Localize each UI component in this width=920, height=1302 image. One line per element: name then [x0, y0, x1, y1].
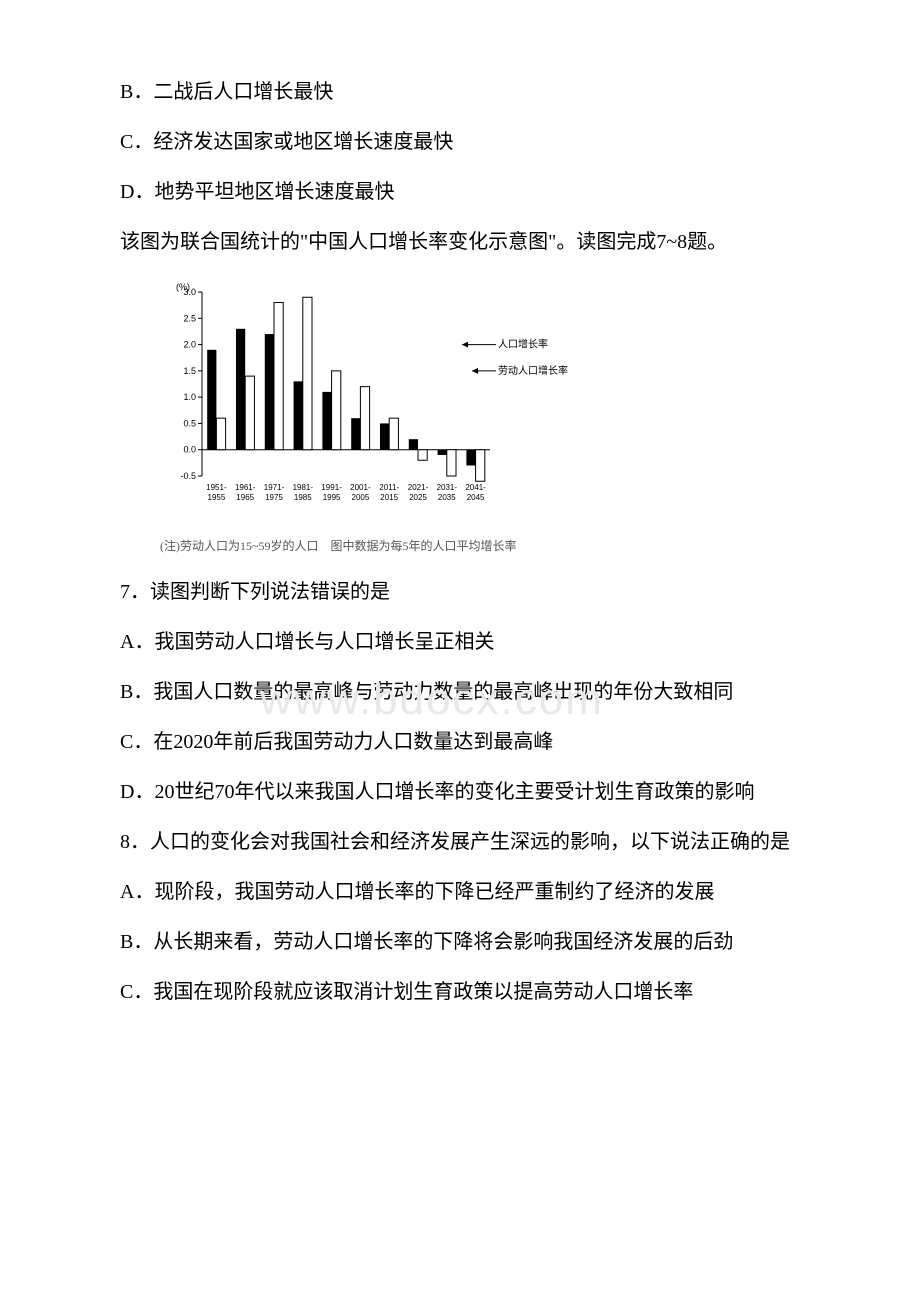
growth-rate-chart: (%)3.02.52.01.51.00.50.0-0.51951-1955196…	[160, 278, 840, 530]
q8-stem: 8．人口的变化会对我国社会和经济发展产生深远的影响，以下说法正确的是	[80, 824, 840, 860]
svg-text:1991-: 1991-	[321, 483, 342, 492]
svg-text:1.5: 1.5	[183, 366, 196, 376]
q7-stem: 7．读图判断下列说法错误的是	[80, 574, 840, 610]
option-b-top: B．二战后人口增长最快	[80, 74, 840, 110]
svg-text:3.0: 3.0	[183, 287, 196, 297]
svg-text:2045: 2045	[467, 493, 485, 502]
svg-text:2.5: 2.5	[183, 313, 196, 323]
svg-text:劳动人口增长率: 劳动人口增长率	[498, 364, 568, 377]
svg-text:1961-: 1961-	[235, 483, 256, 492]
q8-option-b: B．从长期来看，劳动人口增长率的下降将会影响我国经济发展的后劲	[80, 924, 840, 960]
q7-option-b: B．我国人口数量的最高峰与劳动力数量的最高峰出现的年份大致相同	[80, 674, 840, 710]
svg-text:1985: 1985	[294, 493, 312, 502]
svg-text:2031-: 2031-	[437, 483, 458, 492]
svg-text:1975: 1975	[265, 493, 283, 502]
svg-text:2021-: 2021-	[408, 483, 429, 492]
q7-option-a: A．我国劳动人口增长与人口增长呈正相关	[80, 624, 840, 660]
svg-text:0.5: 0.5	[183, 418, 196, 428]
svg-text:1981-: 1981-	[293, 483, 314, 492]
svg-text:1951-: 1951-	[206, 483, 227, 492]
svg-text:2005: 2005	[352, 493, 370, 502]
chart-caption: (注)劳动人口为15~59岁的人口 图中数据为每5年的人口平均增长率	[160, 536, 840, 558]
q7-option-d: D．20世纪70年代以来我国人口增长率的变化主要受计划生育政策的影响	[80, 774, 840, 810]
svg-text:1995: 1995	[323, 493, 341, 502]
svg-text:2011-: 2011-	[379, 483, 399, 492]
svg-text:1971-: 1971-	[264, 483, 285, 492]
svg-text:1965: 1965	[236, 493, 254, 502]
intro-7-8: 该图为联合国统计的"中国人口增长率变化示意图"。读图完成7~8题。	[80, 224, 840, 260]
svg-text:2035: 2035	[438, 493, 456, 502]
svg-text:2.0: 2.0	[183, 340, 196, 350]
svg-text:2025: 2025	[409, 493, 427, 502]
svg-text:-0.5: -0.5	[180, 471, 196, 481]
option-c-top: C．经济发达国家或地区增长速度最快	[80, 124, 840, 160]
svg-text:2001-: 2001-	[350, 483, 371, 492]
svg-text:2041-: 2041-	[465, 483, 486, 492]
svg-text:1.0: 1.0	[183, 392, 196, 402]
svg-text:0.0: 0.0	[183, 445, 196, 455]
svg-text:人口增长率: 人口增长率	[498, 338, 548, 351]
q7-option-c: C．在2020年前后我国劳动力人口数量达到最高峰	[80, 724, 840, 760]
option-d-top: D．地势平坦地区增长速度最快	[80, 174, 840, 210]
q8-option-c: C．我国在现阶段就应该取消计划生育政策以提高劳动人口增长率	[80, 974, 840, 1010]
q8-option-a: A．现阶段，我国劳动人口增长率的下降已经严重制约了经济的发展	[80, 874, 840, 910]
svg-text:1955: 1955	[208, 493, 226, 502]
svg-text:2015: 2015	[380, 493, 398, 502]
